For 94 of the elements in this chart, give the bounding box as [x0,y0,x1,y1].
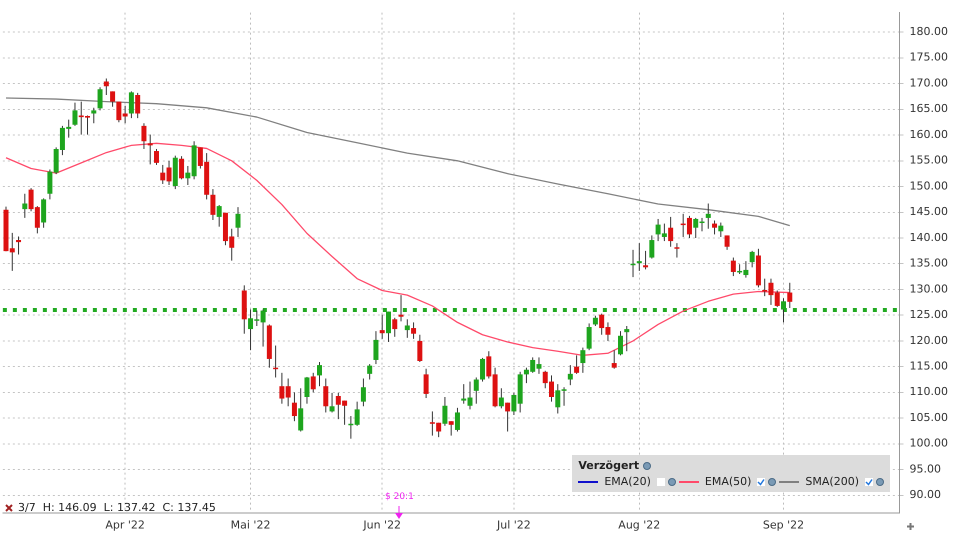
legend-title: Verzögert [578,459,640,472]
candlestick [568,364,573,386]
candlestick [360,378,366,407]
candlestick [236,206,240,238]
y-tick-label: 150.00 [910,179,948,192]
annotation: 3/7 H: 146.09 L: 137.42 C: 137.45 [18,501,216,514]
candlestick [373,330,378,365]
candlestick [580,347,586,374]
y-tick-label: 125.00 [910,308,948,322]
candlestick [448,420,454,436]
y-tick-label: 160.00 [910,128,948,141]
candlestick [474,376,479,404]
candlestick [718,222,724,238]
candlestick [141,122,146,150]
candlestick [380,314,385,340]
candlestick [317,362,322,387]
x-tick-label: Aug '22 [618,518,660,532]
x-tick-label: Sep '22 [762,518,804,532]
y-tick-label: 110.00 [910,385,948,398]
candlestick [592,315,598,326]
candlestick [649,234,654,260]
y-tick-label: 135.00 [910,256,948,270]
y-tick-label: 170.00 [910,76,948,90]
candlestick [480,357,486,382]
candlestick [630,249,636,278]
y-tick-label: 145.00 [910,205,948,218]
y-tick-label: 120.00 [910,334,948,347]
candlestick [724,234,730,250]
candlestick [298,388,304,432]
candlestick [668,216,674,248]
x-tick-label: Apr '22 [105,518,145,532]
candlestick [750,250,755,268]
y-tick-label: 100.00 [910,436,948,450]
candlestick [104,78,109,96]
candlestick [442,396,448,426]
candlestick [273,345,278,378]
candlestick [179,156,184,180]
candlestick [586,322,592,351]
candlestick [712,220,718,235]
candlestick [730,257,736,277]
candlestick [612,350,617,370]
candlestick [636,242,642,272]
candlestick [404,318,410,338]
candlestick [498,388,504,409]
candlestick [624,325,630,352]
candlestick [618,330,623,356]
candlestick [72,102,78,126]
candlestick [367,364,372,380]
y-tick-label: 130.00 [910,282,948,296]
candlestick [41,198,46,228]
y-tick-label: 180.00 [910,25,948,38]
legend-label: EMA(50) [704,475,752,488]
candlestick [91,107,96,124]
candlestick [398,294,404,322]
candlestick [505,402,510,432]
candlestick [210,188,216,220]
candlestick [98,86,103,111]
candlestick [392,317,398,338]
candlestick [424,368,429,399]
candlestick [22,193,28,218]
x-tick-label: Mai '22 [230,518,270,532]
x-tick-label: Jun '22 [362,518,402,532]
candlestick [292,392,297,422]
candlestick [706,203,711,230]
y-tick-label: 90.00 [910,488,942,502]
candlestick [674,242,680,258]
candlestick [304,376,310,404]
legend-label: EMA(20) [604,475,651,488]
candlestick [148,134,153,165]
candlestick [411,322,416,340]
candlestick [135,92,140,119]
legend-label: SMA(200) [805,475,859,488]
candlestick [323,378,328,413]
y-tick-label: 155.00 [910,154,948,167]
y-tick-label: 165.00 [910,102,948,116]
y-tick-label: 105.00 [910,410,948,424]
candlestick [417,334,422,363]
candlestick [574,354,580,374]
annotation: $ 20:1 [385,492,414,502]
candlestick [787,282,792,308]
candlestick [310,372,316,393]
candlestick [643,250,648,270]
y-tick-label: 115.00 [910,360,948,373]
candlestick [330,392,335,413]
y-tick-label: 175.00 [910,50,948,64]
candlestick [128,90,134,119]
candlestick [154,148,159,166]
y-tick-label: 95.00 [910,462,942,476]
x-tick-label: Jul '22 [496,518,531,532]
candlestick [216,204,222,228]
y-tick-label: 140.00 [910,230,948,244]
candlestick [110,90,116,108]
candlestick [16,236,22,255]
candlestick [454,407,460,432]
